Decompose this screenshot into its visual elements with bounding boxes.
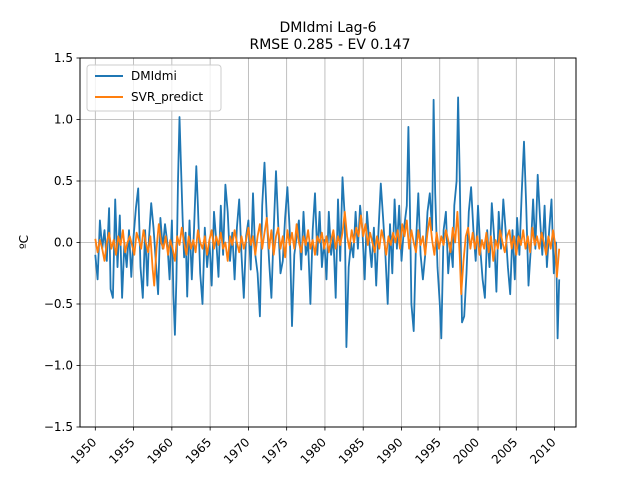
series-line-svr-predict bbox=[94, 210, 561, 296]
y-axis-label: ºC bbox=[17, 235, 31, 249]
y-tick-label: 0.0 bbox=[54, 236, 73, 250]
y-tick-label: −1.0 bbox=[44, 359, 73, 373]
legend: DMIdmi SVR_predict bbox=[86, 64, 222, 112]
y-tick-label: 1.5 bbox=[54, 51, 73, 65]
series-lines bbox=[94, 96, 561, 349]
y-axis: −1.5 −1.0 −0.5 0.0 0.5 1.0 1.5 bbox=[44, 51, 80, 434]
legend-label-dmidmi: DMIdmi bbox=[131, 69, 177, 83]
y-tick-label: −1.5 bbox=[44, 420, 73, 434]
y-tick-label: 1.0 bbox=[54, 113, 73, 127]
chart-title: DMIdmi Lag-6 bbox=[279, 20, 376, 36]
y-tick-label: −0.5 bbox=[44, 297, 73, 311]
legend-label-svr-predict: SVR_predict bbox=[131, 90, 203, 104]
y-tick-label: 0.5 bbox=[54, 174, 73, 188]
chart-subtitle: RMSE 0.285 - EV 0.147 bbox=[250, 37, 411, 53]
